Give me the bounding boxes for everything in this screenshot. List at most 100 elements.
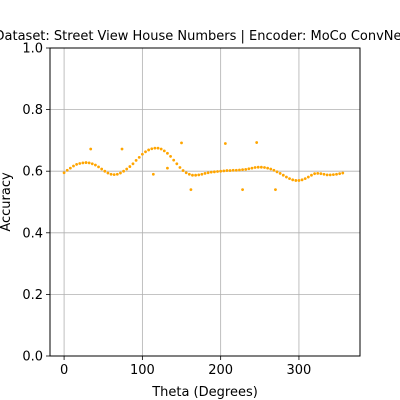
data-point bbox=[106, 171, 110, 175]
data-point bbox=[144, 150, 147, 154]
y-tick-label: 0.2 bbox=[22, 288, 43, 303]
data-point bbox=[150, 147, 154, 151]
data-point bbox=[285, 175, 288, 179]
data-point bbox=[278, 171, 282, 175]
data-point bbox=[166, 166, 169, 170]
data-point bbox=[151, 172, 155, 176]
data-point bbox=[172, 158, 176, 162]
data-point bbox=[120, 147, 124, 151]
data-point bbox=[319, 172, 323, 176]
data-point bbox=[100, 167, 104, 171]
data-point bbox=[169, 155, 172, 158]
data-point bbox=[291, 178, 295, 182]
data-point bbox=[310, 173, 313, 177]
data-point bbox=[62, 171, 66, 175]
data-point bbox=[128, 165, 132, 168]
data-point bbox=[65, 168, 69, 172]
data-point bbox=[306, 175, 310, 179]
data-point bbox=[338, 172, 342, 176]
data-point bbox=[87, 161, 91, 165]
data-point bbox=[200, 172, 204, 176]
x-tick-label: 100 bbox=[130, 363, 155, 378]
data-point bbox=[103, 169, 107, 173]
data-point bbox=[81, 161, 85, 165]
data-point bbox=[140, 152, 144, 156]
data-point bbox=[222, 169, 226, 173]
data-point bbox=[89, 147, 93, 151]
data-point bbox=[219, 169, 223, 173]
data-point bbox=[255, 141, 259, 144]
data-point bbox=[131, 162, 135, 166]
x-axis-label: Theta (Degrees) bbox=[151, 385, 258, 400]
data-point bbox=[256, 165, 260, 169]
x-tick-label: 200 bbox=[208, 363, 233, 378]
data-point bbox=[325, 173, 329, 177]
y-tick-label: 0.0 bbox=[22, 350, 43, 365]
data-point bbox=[122, 169, 125, 173]
data-point bbox=[241, 168, 244, 172]
data-point bbox=[300, 178, 304, 182]
y-tick-label: 0.4 bbox=[22, 226, 43, 241]
data-point bbox=[259, 165, 263, 169]
data-point bbox=[119, 171, 122, 175]
plot-background bbox=[50, 48, 360, 356]
data-point bbox=[94, 163, 97, 167]
data-point bbox=[241, 188, 244, 192]
data-point bbox=[125, 167, 129, 171]
y-tick-label: 0.8 bbox=[22, 103, 43, 118]
data-point bbox=[247, 167, 251, 171]
data-point bbox=[303, 177, 307, 180]
data-point bbox=[335, 172, 338, 176]
data-point bbox=[281, 173, 285, 177]
data-point bbox=[331, 173, 335, 176]
data-point bbox=[313, 172, 316, 176]
scatter-points bbox=[62, 141, 345, 192]
data-point bbox=[68, 166, 72, 170]
data-point bbox=[297, 179, 301, 182]
data-point bbox=[274, 188, 277, 192]
data-point bbox=[187, 172, 191, 176]
data-point bbox=[238, 168, 241, 172]
data-point bbox=[194, 173, 198, 177]
data-point bbox=[341, 171, 345, 175]
data-point bbox=[78, 162, 82, 165]
y-tick-label: 0.6 bbox=[22, 165, 43, 180]
data-point bbox=[166, 151, 169, 155]
data-point bbox=[266, 166, 270, 170]
data-point bbox=[225, 169, 229, 172]
data-point bbox=[209, 170, 213, 174]
data-point bbox=[231, 168, 235, 172]
data-point bbox=[223, 142, 227, 145]
data-point bbox=[203, 171, 207, 175]
data-point bbox=[184, 171, 188, 175]
data-point bbox=[197, 173, 201, 177]
ticks: 0 100 200 300 0.0 0.2 0.4 0.6 0.8 1.0 bbox=[22, 42, 311, 379]
y-axis-label: Accuracy bbox=[0, 172, 14, 232]
data-point bbox=[137, 155, 141, 159]
data-point bbox=[253, 166, 257, 169]
data-point bbox=[72, 164, 75, 168]
data-point bbox=[178, 166, 182, 169]
data-point bbox=[191, 173, 194, 177]
data-point bbox=[216, 170, 219, 173]
data-point bbox=[153, 146, 157, 150]
data-point bbox=[234, 168, 238, 172]
plot-frame bbox=[49, 47, 361, 357]
data-point bbox=[189, 188, 193, 192]
data-point bbox=[269, 167, 273, 171]
data-point bbox=[84, 161, 88, 164]
data-point bbox=[228, 169, 232, 172]
data-point bbox=[112, 173, 116, 176]
data-point bbox=[322, 172, 326, 176]
data-point bbox=[175, 162, 179, 166]
data-point bbox=[263, 166, 266, 169]
data-point bbox=[288, 177, 291, 180]
data-point bbox=[206, 171, 210, 175]
data-point bbox=[97, 165, 100, 169]
data-point bbox=[275, 170, 279, 174]
data-point bbox=[156, 146, 160, 150]
data-point bbox=[180, 141, 183, 145]
data-point bbox=[75, 163, 79, 166]
x-tick-label: 0 bbox=[60, 363, 68, 378]
